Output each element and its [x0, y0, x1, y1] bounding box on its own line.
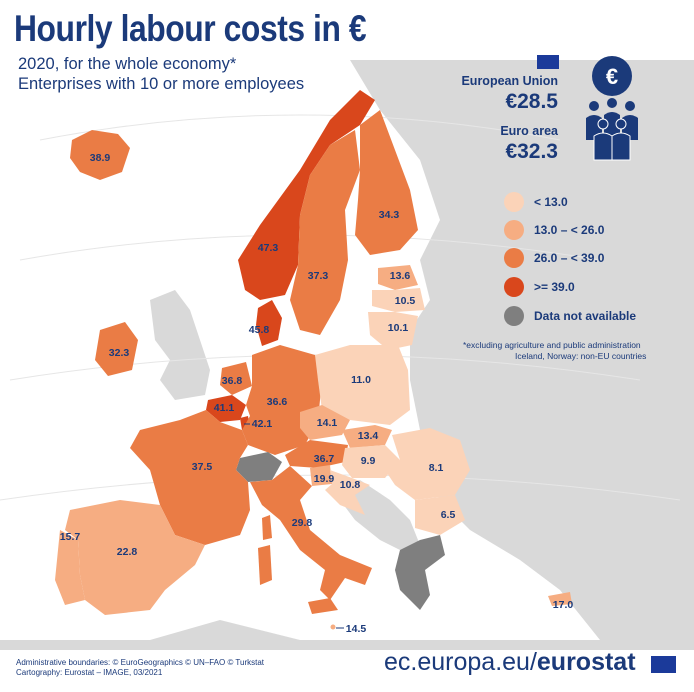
label-lithuania: 10.1 [387, 322, 409, 334]
legend-swatch [504, 220, 524, 240]
country-malta [330, 624, 336, 630]
label-italy: 29.8 [291, 517, 313, 529]
label-latvia: 10.5 [394, 295, 416, 307]
country-italy [250, 466, 372, 600]
country-poland [315, 345, 410, 425]
country-sweden [290, 130, 360, 335]
country-romania [385, 428, 470, 500]
country-finland [355, 110, 418, 255]
label-luxembourg: 42.1 [251, 418, 273, 430]
label-bulgaria: 6.5 [440, 509, 456, 521]
euro-area-label: Euro area [500, 124, 558, 138]
footer-site-link[interactable]: ec.europa.eu/eurostat [384, 648, 636, 677]
svg-text:€: € [606, 64, 618, 89]
country-denmark [256, 300, 282, 346]
country-estonia [378, 265, 418, 290]
label-sweden: 37.3 [307, 270, 329, 282]
credits-boundaries: Administrative boundaries: © EuroGeograp… [16, 658, 265, 667]
label-croatia: 10.8 [339, 479, 361, 491]
land-background-uk [150, 290, 210, 400]
label-malta: 14.5 [345, 623, 367, 635]
country-austria [285, 440, 348, 468]
country-ireland [95, 322, 138, 376]
label-poland: 11.0 [351, 374, 371, 386]
country-netherlands [220, 362, 252, 395]
country-spain [65, 500, 205, 615]
label-estonia: 13.6 [389, 270, 411, 282]
country-greece [395, 535, 445, 610]
label-slovenia: 19.9 [313, 473, 335, 485]
label-austria: 36.7 [313, 453, 335, 465]
label-slovakia: 13.4 [357, 430, 379, 442]
eu-flag-footer-icon [651, 656, 676, 673]
label-finland: 34.3 [378, 209, 400, 221]
label-belgium: 41.1 [213, 402, 235, 414]
country-iceland [70, 130, 130, 180]
page-title: Hourly labour costs in € [14, 8, 367, 49]
legend-swatch [504, 248, 524, 268]
site-domain: ec.europa.eu/ [384, 648, 537, 676]
legend-item: 13.0 – < 26.0 [504, 220, 604, 240]
country-cyprus [548, 592, 572, 606]
country-norway [238, 90, 375, 300]
country-croatia [325, 470, 370, 515]
label-portugal: 15.7 [59, 531, 81, 543]
footnote-non-eu: Iceland, Norway: non-EU countries [515, 351, 647, 361]
euro-area-value: €32.3 [505, 140, 558, 163]
country-lithuania [368, 312, 418, 350]
label-denmark: 45.8 [248, 324, 270, 336]
subtitle-year: 2020, for the whole economy* [18, 55, 237, 73]
label-norway: 47.3 [257, 242, 279, 254]
label-germany: 36.6 [266, 396, 288, 408]
country-sardinia [258, 545, 272, 585]
label-czechia: 14.1 [316, 417, 338, 429]
subtitle-scope: Enterprises with 10 or more employees [18, 75, 305, 93]
legend-label: >= 39.0 [534, 280, 575, 294]
land-background-east [350, 60, 694, 640]
legend-swatch [504, 306, 524, 326]
site-brand: eurostat [536, 648, 636, 676]
legend-swatch [504, 277, 524, 297]
legend-item: < 13.0 [504, 192, 568, 212]
legend-item: >= 39.0 [504, 277, 575, 297]
country-latvia [372, 288, 425, 312]
legend-label: 13.0 – < 26.0 [534, 223, 605, 237]
country-switzerland [236, 452, 282, 482]
country-slovenia [310, 465, 332, 486]
country-france [130, 410, 250, 545]
country-belgium [206, 395, 246, 422]
label-hungary: 9.9 [360, 455, 376, 467]
eu-value: €28.5 [505, 90, 558, 113]
legend-item: 26.0 – < 39.0 [504, 248, 604, 268]
legend-label: 26.0 – < 39.0 [534, 251, 605, 265]
legend-item: Data not available [504, 306, 636, 326]
country-sicily [308, 598, 338, 614]
label-iceland: 38.9 [89, 152, 111, 164]
footnote-exclusions: *excluding agriculture and public admini… [463, 340, 641, 350]
country-slovakia [342, 425, 392, 448]
eu-flag-icon [537, 55, 559, 69]
country-corsica [262, 515, 272, 540]
euro-people-icon: € [586, 56, 638, 161]
label-romania: 8.1 [428, 462, 444, 474]
legend-label: Data not available [534, 309, 637, 323]
label-ireland: 32.3 [108, 347, 130, 359]
credits-cartography: Cartography: Eurostat – IMAGE, 03/2021 [16, 668, 163, 677]
label-cyprus: 17.0 [552, 599, 574, 611]
country-portugal [55, 530, 85, 605]
country-bulgaria [415, 495, 465, 535]
legend-label: < 13.0 [534, 195, 568, 209]
label-spain: 22.8 [116, 546, 138, 558]
legend-swatch [504, 192, 524, 212]
label-france: 37.5 [191, 461, 213, 473]
country-czechia [300, 405, 350, 440]
label-netherlands: 36.8 [221, 375, 243, 387]
eu-label: European Union [461, 74, 558, 88]
land-background-africa [0, 620, 694, 650]
